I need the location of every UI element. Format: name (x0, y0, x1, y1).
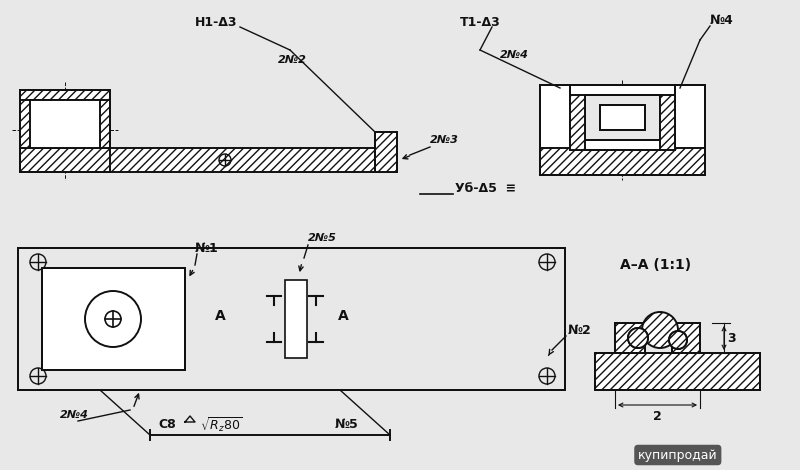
Circle shape (628, 328, 648, 348)
Text: 2№2: 2№2 (278, 55, 307, 65)
Polygon shape (660, 95, 675, 150)
Text: A: A (338, 309, 349, 323)
Circle shape (669, 331, 687, 349)
Polygon shape (375, 132, 397, 172)
Polygon shape (585, 95, 660, 140)
Text: A: A (215, 309, 226, 323)
Polygon shape (600, 105, 645, 130)
Text: купипродай: купипродай (638, 448, 718, 462)
Circle shape (85, 291, 141, 347)
Polygon shape (672, 323, 700, 353)
Text: №2: №2 (568, 323, 592, 337)
Polygon shape (20, 148, 395, 172)
Polygon shape (540, 85, 705, 148)
Polygon shape (570, 85, 675, 150)
Text: H1-Δ3: H1-Δ3 (195, 16, 238, 29)
Text: 2: 2 (653, 410, 662, 423)
Polygon shape (42, 268, 185, 370)
Text: 2№5: 2№5 (308, 233, 337, 243)
Text: Уб-Δ5  ≡: Уб-Δ5 ≡ (455, 181, 516, 195)
Text: №4: №4 (710, 14, 734, 26)
Polygon shape (285, 280, 307, 358)
Polygon shape (570, 95, 585, 150)
Text: А–А (1:1): А–А (1:1) (620, 258, 691, 272)
Text: №5: №5 (335, 418, 358, 431)
Polygon shape (20, 90, 110, 148)
Text: С8: С8 (158, 418, 176, 431)
Polygon shape (540, 85, 705, 175)
Polygon shape (595, 353, 760, 390)
Polygon shape (30, 100, 100, 148)
Circle shape (669, 331, 687, 349)
Text: 2№3: 2№3 (430, 135, 459, 145)
Circle shape (642, 312, 678, 348)
Text: 2№4: 2№4 (60, 410, 89, 420)
Text: №1: №1 (195, 242, 218, 254)
Text: 2№4: 2№4 (500, 50, 529, 60)
Circle shape (628, 328, 648, 348)
Text: $\sqrt{R_z 80}$: $\sqrt{R_z 80}$ (200, 415, 242, 434)
Text: T1-Δ3: T1-Δ3 (460, 16, 501, 29)
Polygon shape (18, 248, 565, 390)
Polygon shape (615, 323, 645, 353)
Polygon shape (20, 90, 110, 100)
Text: 3: 3 (727, 331, 736, 345)
